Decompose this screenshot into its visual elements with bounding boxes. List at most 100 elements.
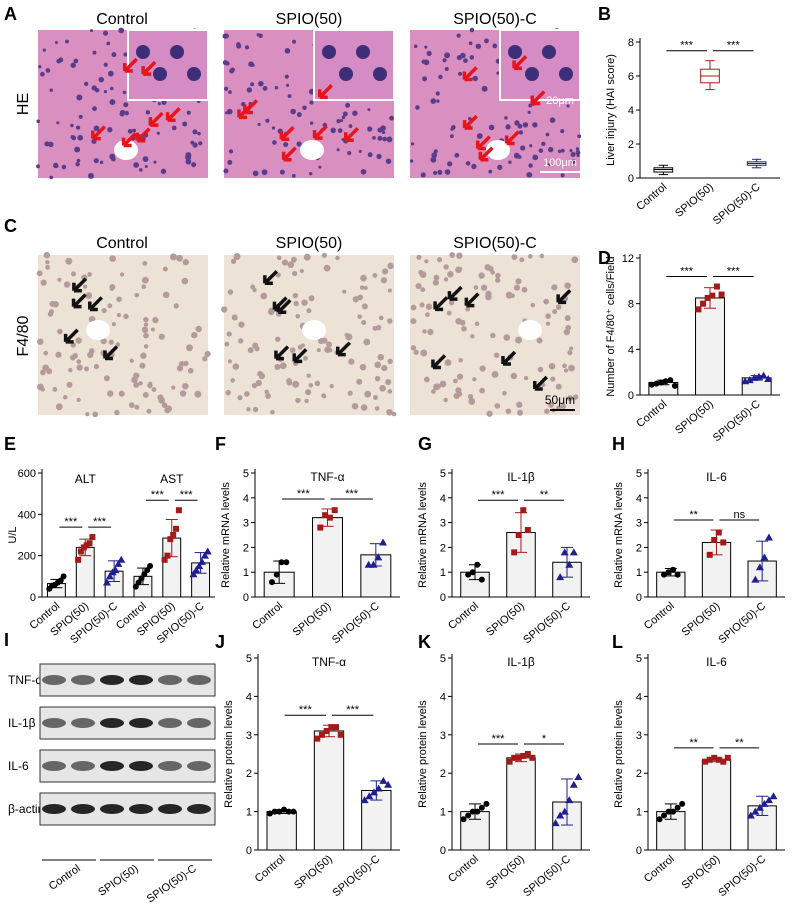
nucleus bbox=[488, 169, 493, 174]
data-point bbox=[524, 751, 531, 757]
nucleus bbox=[367, 108, 371, 112]
nucleus bbox=[314, 380, 321, 387]
nucleus bbox=[287, 94, 292, 98]
inset-nucleus bbox=[170, 45, 184, 59]
nucleus bbox=[129, 358, 134, 363]
nucleus bbox=[448, 300, 455, 306]
x-tick-label: Control bbox=[634, 181, 669, 213]
nucleus bbox=[385, 378, 392, 386]
nucleus bbox=[316, 348, 321, 353]
nucleus bbox=[186, 344, 193, 352]
data-point bbox=[478, 576, 485, 583]
nucleus bbox=[469, 27, 475, 33]
nucleus bbox=[258, 80, 264, 87]
nucleus bbox=[505, 124, 511, 130]
nucleus bbox=[100, 337, 107, 345]
image-title: SPIO(50) bbox=[276, 235, 343, 252]
nucleus bbox=[387, 389, 393, 394]
nucleus bbox=[563, 368, 569, 373]
bar bbox=[506, 757, 536, 851]
nucleus bbox=[376, 153, 382, 160]
blot-band bbox=[71, 761, 95, 771]
nucleus bbox=[519, 257, 525, 263]
data-point bbox=[474, 808, 481, 815]
nucleus bbox=[557, 149, 562, 154]
panel-letter: A bbox=[4, 4, 17, 24]
nucleus bbox=[537, 366, 544, 373]
nucleus bbox=[356, 378, 363, 385]
nucleus bbox=[321, 252, 327, 258]
nucleus bbox=[575, 147, 580, 151]
nucleus bbox=[471, 163, 477, 170]
data-point bbox=[506, 758, 513, 765]
chart: E0200400600U/LControlSPIO(50)SPIO(50)-CC… bbox=[4, 434, 215, 646]
nucleus bbox=[176, 365, 184, 372]
arrow bbox=[336, 341, 351, 357]
nucleus bbox=[374, 406, 380, 411]
data-point bbox=[515, 532, 522, 538]
nucleus bbox=[374, 361, 382, 369]
bar bbox=[312, 517, 343, 598]
nucleus bbox=[336, 119, 341, 124]
nucleus bbox=[281, 259, 289, 266]
blot-band bbox=[100, 761, 124, 771]
nucleus bbox=[49, 175, 54, 180]
nucleus bbox=[484, 38, 489, 44]
x-tick-label: SPIO(50) bbox=[484, 600, 527, 639]
nucleus bbox=[246, 407, 251, 412]
nucleus bbox=[443, 264, 449, 270]
nucleus bbox=[447, 271, 454, 278]
vessel bbox=[518, 320, 542, 340]
nucleus bbox=[56, 121, 60, 125]
nucleus bbox=[52, 387, 58, 392]
data-point bbox=[365, 792, 374, 800]
nucleus bbox=[456, 252, 463, 259]
nucleus bbox=[372, 136, 376, 140]
nucleus bbox=[520, 145, 526, 151]
y-tick-label: 4 bbox=[440, 493, 446, 505]
nucleus bbox=[548, 146, 554, 153]
nucleus bbox=[48, 141, 54, 148]
nucleus bbox=[352, 110, 358, 116]
nucleus bbox=[576, 154, 580, 158]
nucleus bbox=[274, 85, 279, 90]
y-tick-label: 5 bbox=[243, 468, 249, 480]
panel-letter: D bbox=[598, 248, 611, 268]
nucleus bbox=[352, 296, 360, 303]
arrow bbox=[279, 126, 295, 141]
nucleus bbox=[470, 334, 475, 339]
data-point bbox=[273, 571, 280, 578]
data-point bbox=[746, 811, 755, 819]
inset-nucleus bbox=[508, 45, 522, 59]
nucleus bbox=[124, 110, 129, 116]
nucleus bbox=[329, 383, 334, 389]
data-point bbox=[524, 527, 531, 534]
vessel bbox=[302, 320, 326, 340]
nucleus bbox=[494, 352, 500, 358]
nucleus bbox=[76, 364, 83, 371]
nucleus bbox=[145, 110, 151, 115]
nucleus bbox=[322, 394, 327, 399]
nucleus bbox=[420, 349, 428, 357]
y-tick-label: 4 bbox=[628, 105, 634, 117]
y-tick-label: 0 bbox=[440, 592, 446, 604]
nucleus bbox=[228, 90, 232, 94]
y-tick-label: 3 bbox=[246, 730, 252, 742]
bar bbox=[313, 730, 345, 851]
nucleus bbox=[387, 288, 392, 293]
nucleus bbox=[335, 255, 340, 261]
nucleus bbox=[389, 115, 394, 121]
data-point bbox=[715, 756, 722, 763]
significance-label: ** bbox=[735, 737, 744, 749]
arrow bbox=[91, 125, 106, 141]
nucleus bbox=[293, 300, 299, 307]
x-tick-label: SPIO(50) bbox=[680, 600, 723, 639]
nucleus bbox=[475, 43, 482, 50]
nucleus bbox=[336, 148, 340, 152]
y-tick-label: 1 bbox=[636, 807, 642, 819]
nucleus bbox=[360, 274, 367, 282]
y-tick-label: 2 bbox=[440, 542, 446, 554]
nucleus bbox=[543, 298, 550, 305]
nucleus bbox=[160, 168, 167, 175]
